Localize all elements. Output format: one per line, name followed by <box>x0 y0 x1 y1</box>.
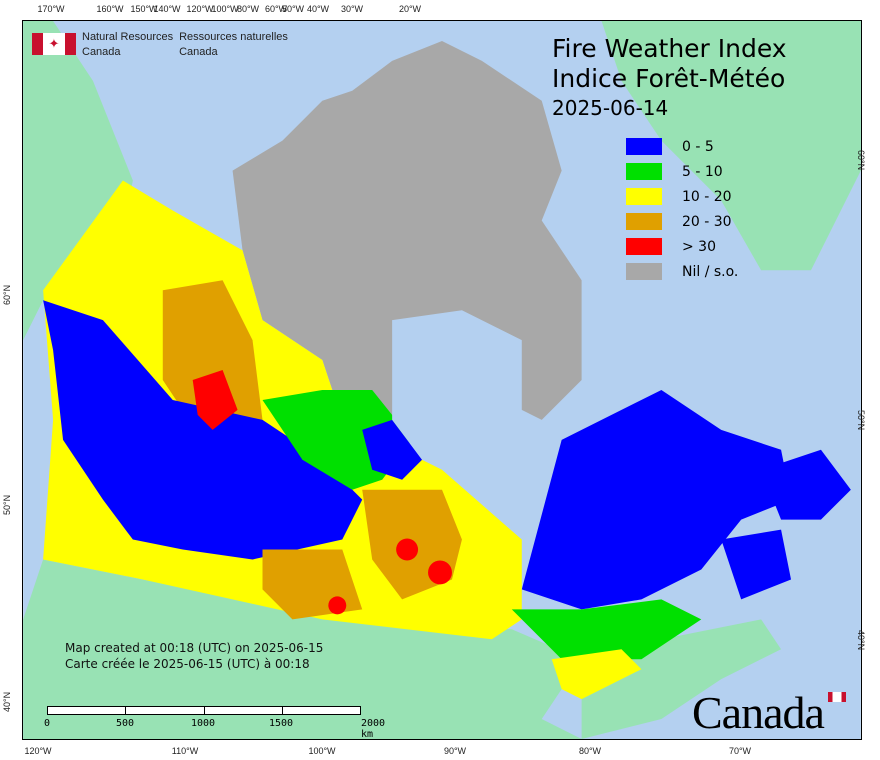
legend-label: > 30 <box>682 238 716 255</box>
wordmark-flag-icon <box>828 692 846 702</box>
longitude-tick-top: 50°W <box>281 4 305 14</box>
latitude-tick-right: 50°N <box>856 410 866 431</box>
latitude-tick-right: 40°N <box>856 630 866 651</box>
legend-label: 20 - 30 <box>682 213 732 230</box>
longitude-tick-bottom: 70°W <box>728 746 752 756</box>
legend-swatch <box>626 263 662 280</box>
legend-swatch <box>626 138 662 155</box>
legend-swatch <box>626 213 662 230</box>
scale-bar: 0 500 1000 1500 2000 km <box>44 706 385 740</box>
legend-label: 5 - 10 <box>682 163 723 180</box>
latitude-tick-left: 60°N <box>2 284 12 305</box>
canada-flag-icon: ✦ <box>32 33 76 55</box>
canada-orange-prairie <box>262 489 462 620</box>
legend-item: 10 - 20 <box>626 184 738 209</box>
legend-swatch <box>626 238 662 255</box>
legend-item: > 30 <box>626 234 738 259</box>
longitude-tick-bottom: 90°W <box>443 746 467 756</box>
created-en: Map created at 00:18 (UTC) on 2025-06-15 <box>65 641 324 655</box>
longitude-tick-bottom: 100°W <box>308 746 336 756</box>
greenland <box>601 21 861 271</box>
legend-item: Nil / s.o. <box>626 259 738 284</box>
agency-name-en-2: Canada <box>82 46 121 58</box>
scale-label: 500 <box>115 718 135 729</box>
longitude-tick-top: 160°W <box>96 4 124 14</box>
longitude-tick-top: 60°W <box>264 4 288 14</box>
canada-blue-west <box>43 300 363 560</box>
longitude-tick-top: 140°W <box>153 4 181 14</box>
fwi-red-area <box>192 370 238 430</box>
canada-blue-hudson <box>362 419 423 480</box>
longitude-tick-bottom: 110°W <box>171 746 199 756</box>
legend: 0 - 5 5 - 10 10 - 20 20 - 30 > 30 Nil / s.o. <box>626 134 738 284</box>
agency-name-fr-2: Canada <box>179 46 218 58</box>
longitude-tick-top: 120°W <box>186 4 214 14</box>
scale-label: 0 <box>43 718 51 729</box>
map-title: Fire Weather Index Indice Forêt-Météo <box>552 34 787 94</box>
canada-wordmark: Canada <box>692 687 825 738</box>
longitude-tick-bottom: 120°W <box>24 746 52 756</box>
fwi-red-spot <box>328 596 347 615</box>
longitude-tick-top: 20°W <box>398 4 422 14</box>
map-created-note: Map created at 00:18 (UTC) on 2025-06-15… <box>65 640 323 672</box>
created-fr: Carte créée le 2025-06-15 (UTC) à 00:18 <box>65 657 310 671</box>
nrcan-logo: ✦ Natural Resources Canada Ressources nat… <box>32 30 288 60</box>
map-date: 2025-06-14 <box>552 96 669 120</box>
legend-swatch <box>626 188 662 205</box>
scale-label: 1000 <box>190 718 216 729</box>
canada-green-south-east <box>511 599 702 660</box>
legend-label: Nil / s.o. <box>682 263 739 280</box>
longitude-tick-top: 40°W <box>306 4 330 14</box>
latitude-tick-right: 60°N <box>856 150 866 171</box>
canada-yellow-ontario <box>551 649 642 700</box>
canada-blue-atlantic <box>721 449 851 600</box>
longitude-tick-top: 80°W <box>236 4 260 14</box>
fwi-red-spot <box>428 560 452 585</box>
longitude-tick-top: 100°W <box>211 4 239 14</box>
legend-item: 5 - 10 <box>626 159 738 184</box>
legend-item: 0 - 5 <box>626 134 738 159</box>
legend-label: 0 - 5 <box>682 138 714 155</box>
legend-label: 10 - 20 <box>682 188 732 205</box>
fwi-red-spot <box>396 538 419 561</box>
title-fr: Indice Forêt-Météo <box>552 64 786 93</box>
legend-item: 20 - 30 <box>626 209 738 234</box>
canada-blue-quebec <box>521 389 792 610</box>
agency-name-fr: Ressources naturelles <box>179 31 288 43</box>
longitude-tick-top: 30°W <box>340 4 364 14</box>
scale-label: 1500 <box>268 718 294 729</box>
map-canvas <box>22 20 862 740</box>
title-en: Fire Weather Index <box>552 34 787 63</box>
scale-label: 2000 km <box>360 718 386 740</box>
longitude-tick-top: 150°W <box>130 4 158 14</box>
hudson-bay-water <box>392 310 522 470</box>
canada-orange-nw <box>162 280 263 440</box>
latitude-tick-left: 50°N <box>2 494 12 515</box>
latitude-tick-left: 40°N <box>2 691 12 712</box>
longitude-tick-top: 170°W <box>37 4 65 14</box>
legend-swatch <box>626 163 662 180</box>
longitude-tick-bottom: 80°W <box>578 746 602 756</box>
agency-name-en: Natural Resources <box>82 31 174 43</box>
